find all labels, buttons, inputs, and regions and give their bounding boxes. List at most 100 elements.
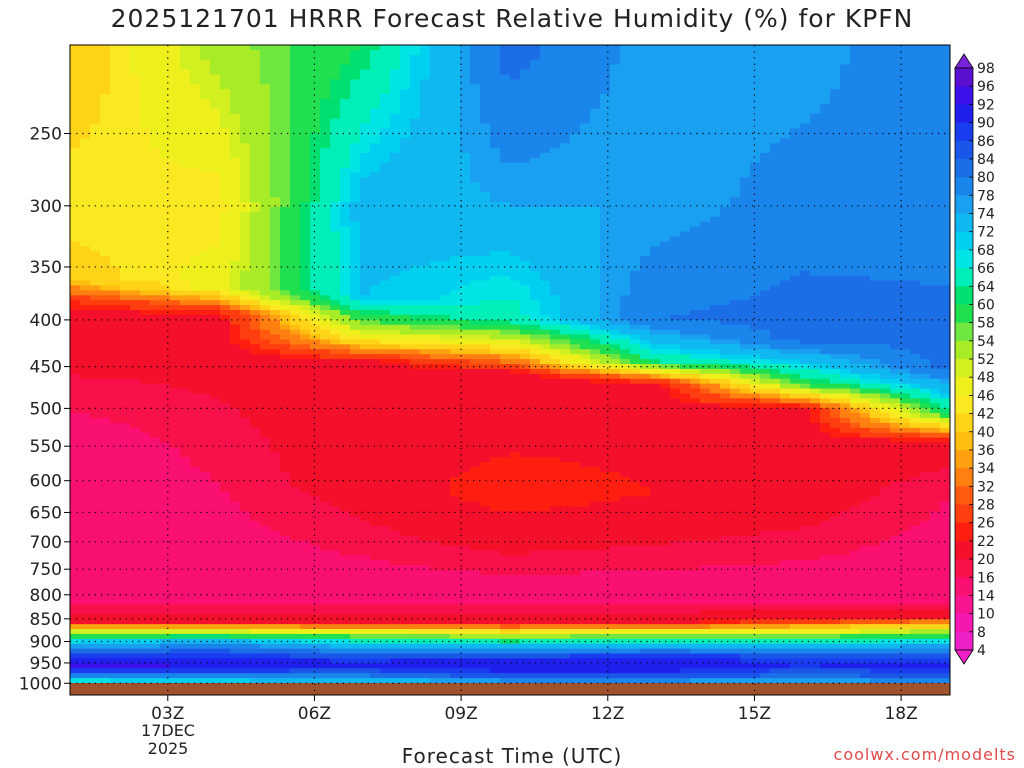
heatmap-cell <box>320 143 331 149</box>
heatmap-cell <box>320 668 331 674</box>
heatmap-cell <box>270 231 281 237</box>
heatmap-cell <box>290 202 301 208</box>
heatmap-cell <box>300 364 311 370</box>
heatmap-cell <box>140 64 151 71</box>
heatmap-cell <box>450 192 461 198</box>
heatmap-cell <box>370 167 381 174</box>
heatmap-cell <box>250 182 261 188</box>
heatmap-cell <box>400 275 411 282</box>
heatmap-cell <box>360 74 371 80</box>
heatmap-cell <box>430 84 441 90</box>
heatmap-cell <box>250 373 261 380</box>
heatmap-cell <box>190 138 201 144</box>
heatmap-cell <box>100 143 111 149</box>
heatmap-cell <box>240 589 251 596</box>
heatmap-cell <box>300 422 311 429</box>
heatmap-cell <box>400 599 411 606</box>
heatmap-cell <box>230 84 241 90</box>
heatmap-cell <box>230 89 241 95</box>
heatmap-cell <box>350 511 361 517</box>
heatmap-cell <box>160 118 171 125</box>
heatmap-cell <box>90 579 101 586</box>
heatmap-cell <box>200 540 211 547</box>
heatmap-cell <box>280 462 291 468</box>
heatmap-cell <box>120 74 131 80</box>
heatmap-cell <box>140 59 151 66</box>
heatmap-cell <box>100 59 111 66</box>
heatmap-cell <box>130 545 141 552</box>
heatmap-cell <box>350 467 361 473</box>
heatmap-cell <box>230 241 241 247</box>
heatmap-cell <box>250 123 261 130</box>
heatmap-cell <box>260 138 271 144</box>
heatmap-cell <box>320 192 331 198</box>
heatmap-cell <box>350 118 361 125</box>
heatmap-cell <box>330 344 341 350</box>
heatmap-cell <box>310 314 321 321</box>
heatmap-cell <box>190 393 201 399</box>
heatmap-cell <box>300 373 311 380</box>
heatmap-cell <box>420 45 431 51</box>
heatmap-cell <box>180 550 191 556</box>
heatmap-cell <box>100 305 111 311</box>
heatmap-cell <box>150 339 161 345</box>
heatmap-cell <box>170 501 181 507</box>
heatmap-cell <box>130 118 141 125</box>
heatmap-cell <box>310 575 321 581</box>
heatmap-cell <box>320 560 331 566</box>
heatmap-cell <box>210 182 221 188</box>
heatmap-cell <box>90 570 101 576</box>
heatmap-cell <box>340 378 351 385</box>
heatmap-cell <box>120 152 131 159</box>
heatmap-cell <box>320 599 331 606</box>
heatmap-cell <box>160 545 171 552</box>
heatmap-cell <box>260 123 271 130</box>
heatmap-cell <box>420 177 431 184</box>
heatmap-cell <box>330 359 341 365</box>
heatmap-cell <box>250 663 261 669</box>
heatmap-cell <box>310 241 321 247</box>
heatmap-cell <box>420 368 431 375</box>
heatmap-cell <box>240 206 251 213</box>
heatmap-cell <box>70 344 81 350</box>
heatmap-cell <box>330 383 341 390</box>
heatmap-cell <box>210 319 221 326</box>
heatmap-cell <box>330 305 341 311</box>
heatmap-cell <box>330 550 341 556</box>
heatmap-cell <box>260 393 271 399</box>
heatmap-cell <box>160 84 171 90</box>
heatmap-cell <box>180 236 191 242</box>
heatmap-cell <box>330 506 341 512</box>
heatmap-cell <box>140 668 151 674</box>
heatmap-cell <box>270 314 281 321</box>
heatmap-cell <box>410 79 421 85</box>
heatmap-cell <box>340 324 351 331</box>
heatmap-cell <box>420 457 431 463</box>
heatmap-cell <box>110 103 121 110</box>
heatmap-cell <box>440 408 451 414</box>
heatmap-cell <box>410 413 421 419</box>
heatmap-cell <box>430 579 441 586</box>
heatmap-cell <box>360 108 371 115</box>
heatmap-cell <box>250 575 261 581</box>
heatmap-cell <box>180 408 191 414</box>
heatmap-cell <box>370 300 381 306</box>
heatmap-cell <box>170 648 181 655</box>
heatmap-cell <box>430 226 441 233</box>
heatmap-cell <box>440 285 451 291</box>
heatmap-cell <box>90 64 101 71</box>
heatmap-cell <box>180 324 191 331</box>
heatmap-cell <box>130 202 141 208</box>
heatmap-cell <box>390 152 401 159</box>
heatmap-cell <box>140 98 151 105</box>
heatmap-cell <box>240 643 251 650</box>
heatmap-cell <box>340 231 351 237</box>
heatmap-cell <box>130 182 141 188</box>
heatmap-cell <box>130 98 141 105</box>
heatmap-cell <box>120 481 131 488</box>
heatmap-cell <box>200 45 211 51</box>
heatmap-cell <box>100 560 111 566</box>
heatmap-cell <box>150 530 161 537</box>
heatmap-cell <box>180 334 191 341</box>
heatmap-cell <box>370 447 381 453</box>
